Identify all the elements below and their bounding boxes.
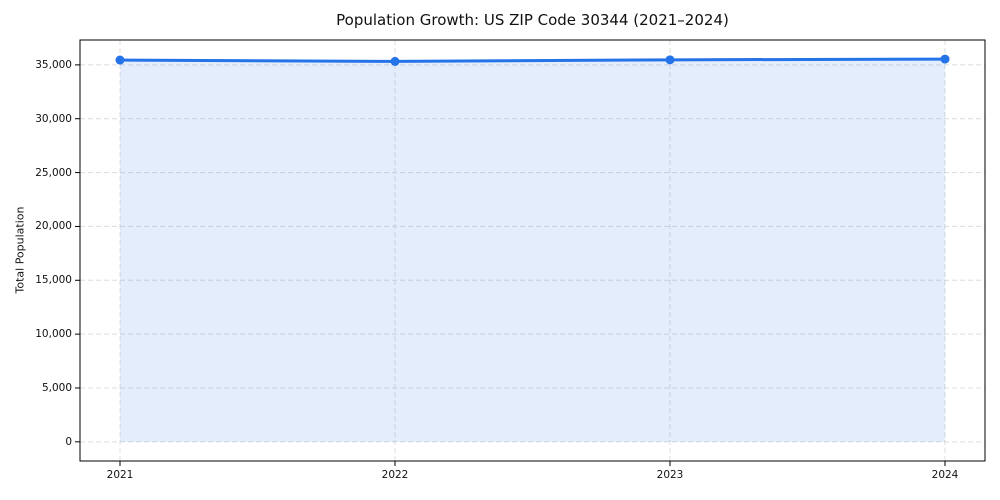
- y-tick-label: 5,000: [41, 381, 72, 394]
- x-tick-label: 2023: [656, 469, 684, 481]
- y-tick-label: 30,000: [35, 112, 72, 125]
- series-line: [118, 57, 947, 63]
- y-tick-label: 15,000: [35, 274, 72, 287]
- y-tick-label: 35,000: [35, 58, 72, 71]
- y-tick-label: 0: [65, 435, 72, 448]
- data-point-marker: [940, 54, 950, 64]
- y-tick-label: 10,000: [35, 328, 72, 341]
- x-tick-label: 2022: [381, 469, 409, 481]
- chart-title: Population Growth: US ZIP Code 30344 (20…: [336, 11, 729, 29]
- y-tick-label: 25,000: [35, 166, 72, 179]
- y-tick-label: 20,000: [35, 220, 72, 233]
- area-fill: [120, 59, 945, 442]
- axes-spines: [79, 39, 986, 462]
- data-point-marker: [665, 55, 675, 65]
- x-tick-label: 2024: [931, 469, 959, 481]
- data-point-marker: [390, 56, 400, 66]
- x-tick-label: 2021: [106, 469, 134, 481]
- data-point-marker: [115, 55, 125, 65]
